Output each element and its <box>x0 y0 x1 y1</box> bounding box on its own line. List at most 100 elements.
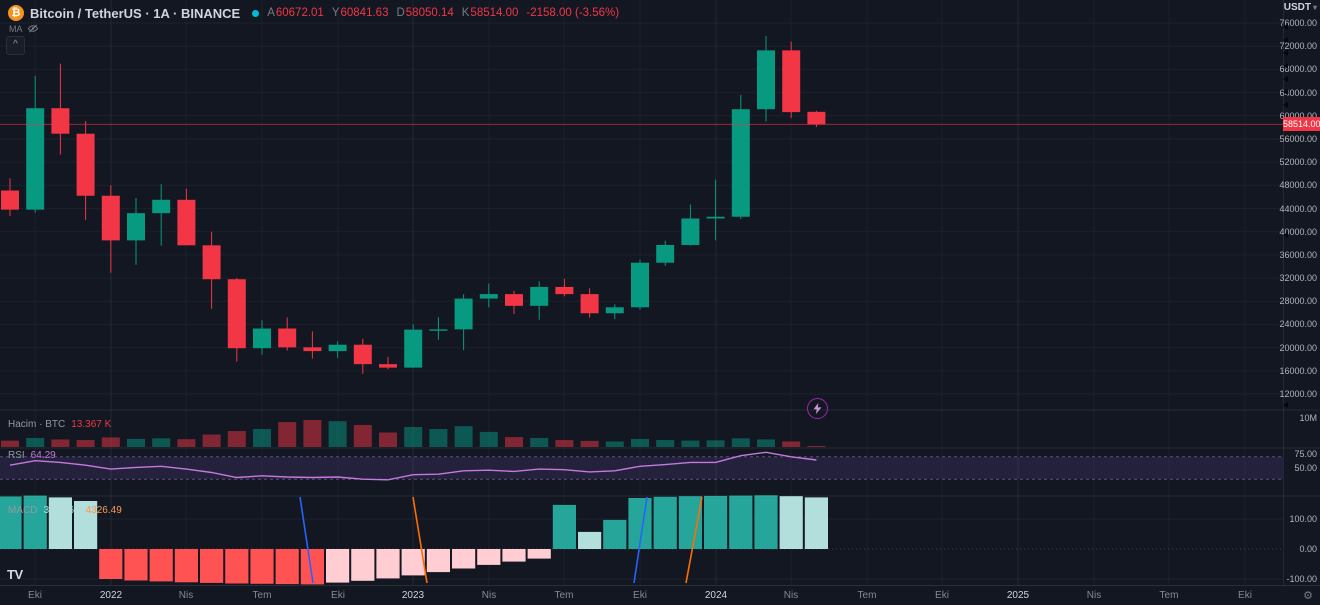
macd-pane-legend[interactable]: MACD 3806.60 4326.49 <box>8 505 122 516</box>
last-price-tag: 58514.00 <box>1283 117 1320 132</box>
price-axis[interactable]: USDT ▾ 58514.00 76000.00 72000.00 68000.00… <box>1279 0 1320 585</box>
candle-body <box>127 213 145 241</box>
volume-bar <box>278 422 297 447</box>
rsi-value: 64.29 <box>30 450 56 461</box>
ma-indicator-row[interactable]: MA <box>9 23 39 34</box>
axis-arrow-marker <box>1283 50 1288 56</box>
macd-histogram-bar <box>149 549 173 582</box>
time-label-year: 2025 <box>1006 590 1030 601</box>
time-label-month: Eki <box>935 590 949 601</box>
open-label: A <box>267 7 275 19</box>
candle-body <box>379 364 397 368</box>
macd-histogram-bar <box>552 504 576 549</box>
price-tick: 40000.00 <box>1279 226 1317 237</box>
rsi-label: RSI <box>8 450 25 461</box>
candle-body <box>782 50 801 113</box>
candle-body <box>454 298 473 330</box>
eye-off-icon[interactable] <box>27 23 39 34</box>
macd-histogram-bar <box>578 531 602 549</box>
symbol-legend: ₿ Bitcoin / TetherUS · 1A · BINANCE A 606… <box>8 5 619 21</box>
macd-histogram-bar <box>200 549 224 583</box>
candle-body <box>505 294 523 306</box>
macd-line <box>633 496 648 584</box>
volume-bar <box>807 446 826 447</box>
macd-histogram-bar <box>628 498 652 549</box>
rsi-line <box>9 451 817 481</box>
time-label-month: Tem <box>252 590 272 601</box>
gear-icon[interactable]: ⚙ <box>1303 590 1313 602</box>
volume-bar <box>454 426 473 447</box>
price-tick: 44000.00 <box>1279 203 1317 214</box>
volume-bar <box>731 438 750 447</box>
realtime-status-dot <box>252 9 260 17</box>
volume-bar <box>328 421 347 447</box>
pane-collapse-button[interactable]: ^ <box>6 36 25 55</box>
rsi-band <box>0 456 1283 480</box>
volume-bar <box>353 424 372 447</box>
price-tick: 76000.00 <box>1279 18 1317 28</box>
macd-histogram-bar <box>74 501 98 549</box>
volume-bar <box>681 440 700 447</box>
price-tick: 64000.00 <box>1279 87 1317 98</box>
macd-tick: 0.00 <box>1299 544 1317 554</box>
macd-line <box>299 496 314 584</box>
time-label-month: Eki <box>28 590 42 601</box>
time-label-month: Eki <box>633 590 647 601</box>
macd-histogram-bar <box>351 549 375 581</box>
lightning-badge[interactable] <box>807 398 828 419</box>
volume-pane-legend[interactable]: Hacim · BTC 13.367 K <box>8 419 111 430</box>
time-label-month: Tem <box>554 590 574 601</box>
volume-bar <box>479 431 498 447</box>
volume-bar <box>379 432 397 447</box>
macd-histogram-bar <box>678 496 702 549</box>
axis-arrow-marker <box>1283 402 1288 408</box>
time-label-month: Nis <box>481 590 497 601</box>
rsi-pane-legend[interactable]: RSI 64.29 <box>8 450 56 461</box>
candle-body <box>177 199 196 246</box>
price-tick: 56000.00 <box>1279 133 1317 144</box>
candle-body <box>429 329 448 331</box>
macd-histogram-bar <box>124 549 148 581</box>
macd-histogram-bar <box>704 495 728 549</box>
symbol-title[interactable]: Bitcoin / TetherUS · 1A · BINANCE <box>30 5 241 21</box>
candle-body <box>26 108 45 210</box>
volume-bar <box>202 434 221 447</box>
macd-histogram-bar <box>376 549 400 579</box>
macd-histogram-bar <box>426 549 450 573</box>
volume-bar <box>404 426 423 447</box>
candle-body <box>530 286 549 306</box>
time-label-month: Tem <box>1159 590 1179 601</box>
volume-bar <box>253 429 271 447</box>
macd-histogram-bar <box>754 495 778 549</box>
price-tick: 12000.00 <box>1279 389 1317 399</box>
volume-bar <box>101 437 120 447</box>
macd-signal-line <box>412 496 428 584</box>
candle-body <box>278 328 297 348</box>
tradingview-logo[interactable]: TV <box>7 567 23 582</box>
axis-arrow-marker <box>1283 232 1288 238</box>
macd-histogram-bar <box>401 549 425 576</box>
price-tick: 52000.00 <box>1279 157 1317 168</box>
volume-bar <box>656 440 675 447</box>
time-label-year: 2023 <box>401 590 425 601</box>
macd-hist-value: 3806.60 <box>43 505 80 516</box>
time-axis[interactable]: ⚙ Eki 2022 Nis Tem Eki 2023 Nis Tem Eki 2024 Nis Te… <box>0 585 1320 605</box>
macd-histogram-bar <box>779 496 803 549</box>
volume-bar <box>631 438 649 447</box>
macd-histogram-bar <box>48 497 72 549</box>
volume-label: Hacim · BTC <box>8 419 66 430</box>
axis-arrow-marker <box>1283 76 1288 82</box>
candle-body <box>681 218 700 245</box>
volume-bar <box>76 440 95 447</box>
macd-histogram-bar <box>275 549 299 585</box>
time-label-month: Nis <box>178 590 194 601</box>
candle-body <box>253 328 271 349</box>
volume-bar <box>429 429 448 447</box>
macd-signal-value: 4326.49 <box>85 505 122 516</box>
candle-body <box>631 262 649 308</box>
candle-body <box>353 344 372 365</box>
price-tick: 72000.00 <box>1279 41 1317 52</box>
currency-unit-button[interactable]: USDT ▾ <box>1284 2 1317 13</box>
